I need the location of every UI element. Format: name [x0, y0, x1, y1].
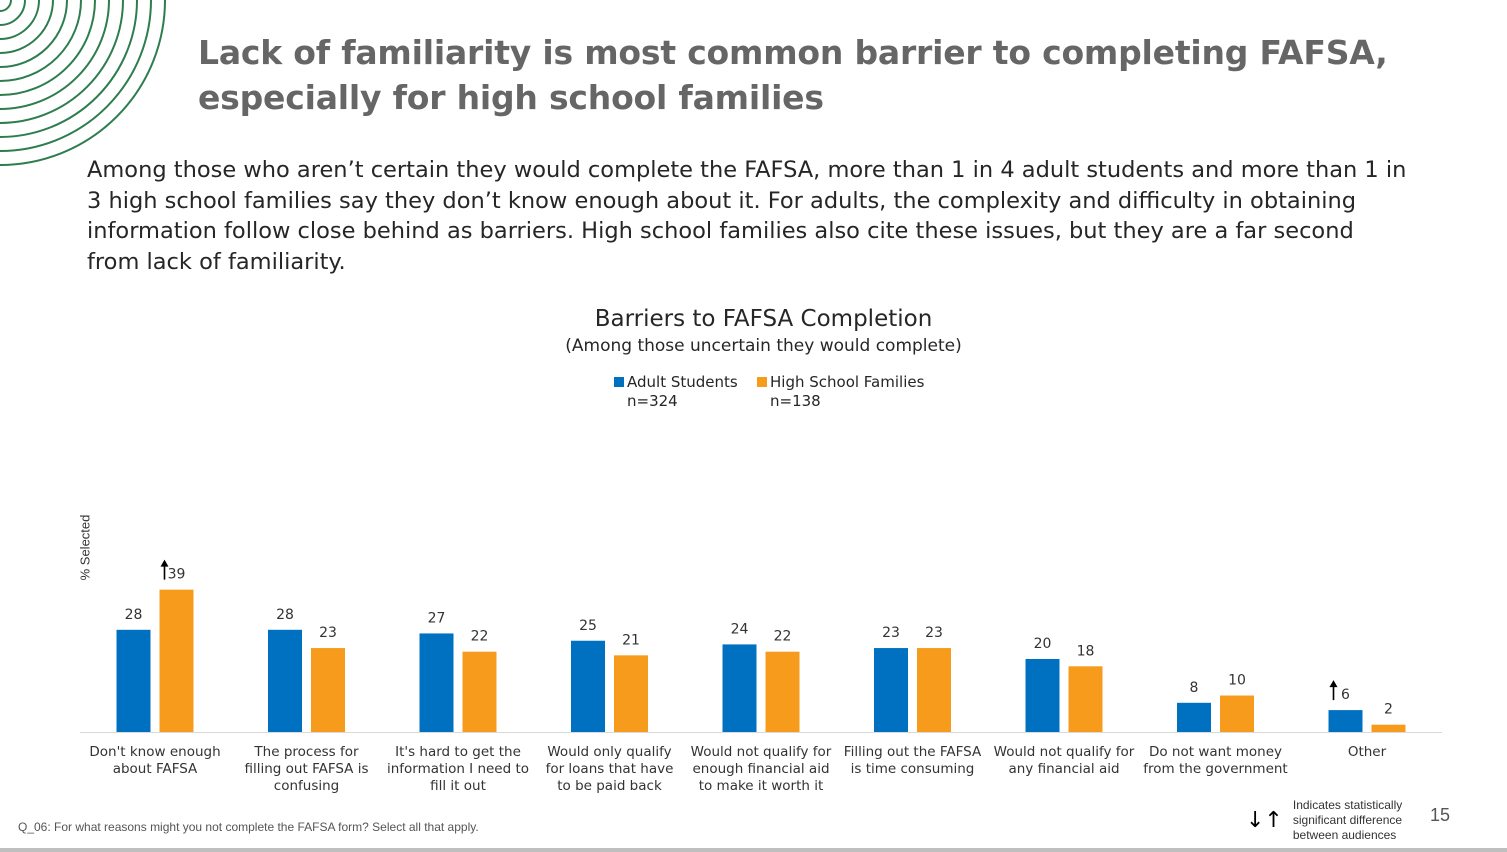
bar-adult	[571, 640, 605, 732]
x-tick-label: to be paid back	[557, 778, 662, 794]
up-down-arrows-icon: ↓↑	[1246, 808, 1283, 833]
data-label: 28	[125, 607, 143, 623]
x-tick-label: confusing	[274, 778, 339, 794]
bar-adult	[722, 644, 757, 732]
significance-legend-text: Indicates statistically significant diff…	[1292, 798, 1403, 842]
data-label: 28	[276, 607, 294, 623]
x-tick-label: enough financial aid	[692, 761, 829, 777]
significance-arrow-icon	[160, 559, 169, 567]
x-tick-label: filling out FAFSA is	[245, 761, 369, 777]
page-number: 15	[1430, 805, 1451, 825]
x-tick-label: Filling out the FAFSA	[844, 744, 982, 760]
x-tick-label: is time consuming	[851, 761, 975, 777]
x-tick-label: Would not qualify for	[994, 744, 1135, 760]
data-label: 21	[622, 632, 640, 648]
slide-title: Lack of familiarity is most common barri…	[198, 33, 1388, 117]
bar-adult	[1177, 702, 1211, 732]
bar-hs	[614, 655, 648, 732]
chart-title-block: Barriers to FAFSA Completion (Among thos…	[0, 303, 1507, 357]
data-label: 24	[731, 621, 749, 637]
data-label: 20	[1034, 636, 1052, 652]
x-tick-label: fill it out	[430, 778, 486, 794]
data-label: 8	[1190, 680, 1199, 696]
significance-legend: ↓↑ Indicates statistically significant d…	[1246, 798, 1423, 843]
x-tick-label: Other	[1348, 744, 1387, 760]
data-label: 22	[774, 629, 792, 645]
x-tick-label: It's hard to get the	[395, 744, 521, 760]
bar-adult	[116, 629, 151, 732]
bottom-divider	[0, 848, 1507, 852]
x-tick-label: Would only qualify	[547, 744, 671, 760]
bar-hs	[1068, 666, 1103, 732]
data-label: 23	[925, 625, 943, 641]
data-label: 18	[1077, 643, 1095, 659]
legend-swatch-blue	[614, 377, 624, 387]
bar-adult	[1025, 659, 1060, 732]
x-tick-label: Do not want money	[1149, 744, 1282, 760]
data-label: 23	[882, 625, 900, 641]
x-tick-label: from the government	[1143, 761, 1287, 777]
bar-adult	[419, 633, 454, 732]
data-label: 6	[1341, 687, 1350, 703]
legend-n-hs: n=138	[770, 392, 821, 410]
chart-title: Barriers to FAFSA Completion	[594, 306, 933, 332]
x-tick-label: Don't know enough	[89, 744, 220, 760]
x-tick-label: Would not qualify for	[691, 744, 832, 760]
legend-label-adult: Adult Students	[627, 373, 738, 391]
legend-n-adult: n=324	[627, 392, 678, 410]
data-label: 39	[168, 567, 186, 583]
data-label: 25	[579, 618, 597, 634]
bar-adult	[1328, 710, 1363, 732]
footnote: Q_06: For what reasons might you not com…	[18, 820, 479, 834]
legend-swatch-orange	[757, 377, 767, 387]
x-tick-label: for loans that have	[546, 761, 674, 777]
legend-label-hs: High School Families	[770, 373, 925, 391]
x-tick-label: about FAFSA	[113, 761, 198, 777]
legend-high-school-families: High School Families n=138	[757, 373, 924, 411]
bar-hs	[1371, 724, 1406, 732]
data-label: 27	[428, 610, 446, 626]
data-label: 2	[1384, 702, 1393, 718]
x-tick-label: information I need to	[387, 761, 529, 777]
bar-hs	[765, 651, 800, 732]
significance-arrow-icon	[1329, 680, 1338, 688]
data-label: 22	[471, 629, 489, 645]
bar-hs	[159, 589, 194, 732]
slide-subtitle: Among those who aren’t certain they woul…	[87, 157, 1407, 275]
x-tick-label: The process for	[253, 744, 359, 760]
legend-adult-students: Adult Students n=324	[614, 373, 738, 411]
x-tick-label: any financial aid	[1008, 761, 1119, 777]
bar-hs	[1220, 695, 1254, 732]
bar-hs	[462, 651, 497, 732]
bar-hs	[311, 648, 345, 732]
data-label: 10	[1228, 673, 1246, 689]
bar-adult	[874, 648, 908, 732]
chart-subtitle: (Among those uncertain they would comple…	[565, 336, 962, 356]
data-label: 23	[319, 625, 337, 641]
x-tick-label: to make it worth it	[699, 778, 824, 794]
bar-hs	[917, 648, 951, 732]
bar-adult	[268, 629, 302, 732]
